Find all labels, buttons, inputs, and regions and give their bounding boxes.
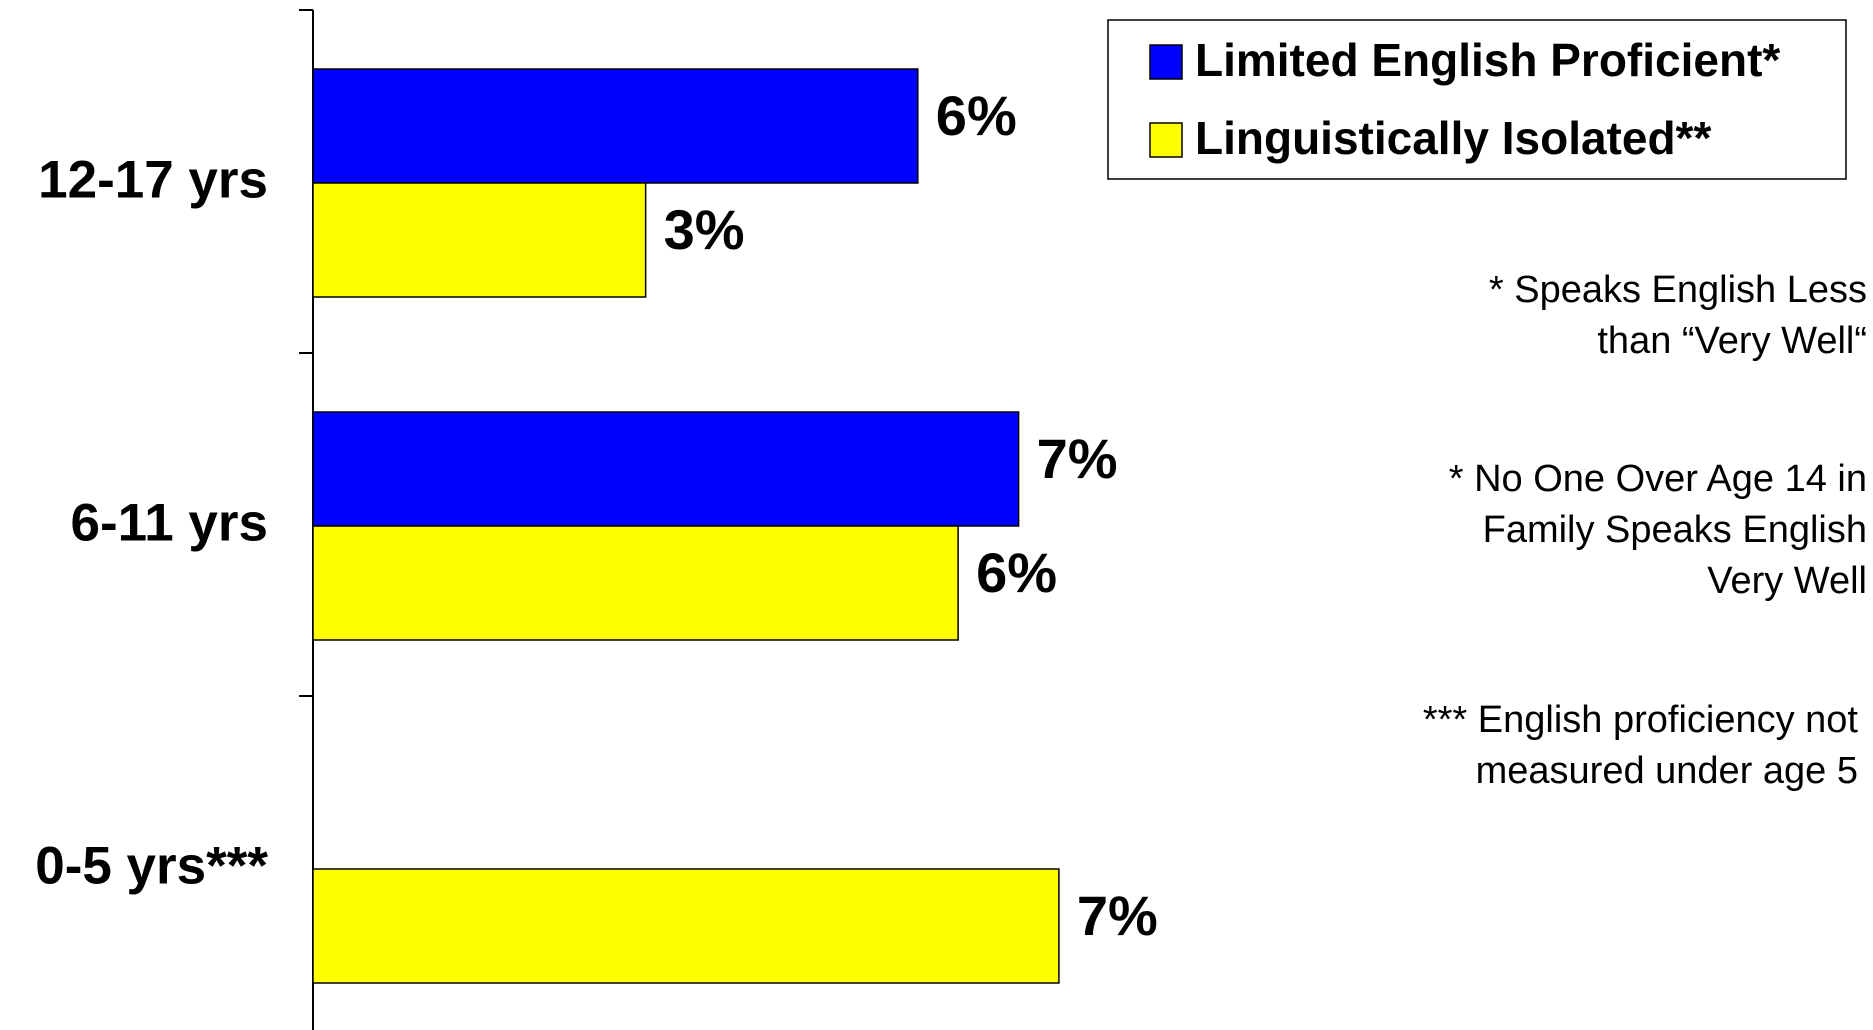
value-label: 7% <box>1037 427 1118 490</box>
footnote: Very Well <box>1707 560 1867 602</box>
footnote: measured under age 5 <box>1476 750 1858 792</box>
bar <box>312 868 1060 984</box>
value-label: 6% <box>936 84 1017 147</box>
bar <box>312 182 647 298</box>
footnote: *** English proficiency not <box>1423 699 1859 741</box>
legend-label: Limited English Proficient* <box>1195 34 1780 86</box>
category-label: 12-17 yrs <box>38 151 268 210</box>
footnote: * No One Over Age 14 in <box>1449 458 1867 500</box>
legend-swatch <box>1149 44 1183 80</box>
value-label: 6% <box>976 541 1057 604</box>
value-label: 3% <box>664 198 745 261</box>
legend-swatch <box>1149 122 1183 158</box>
category-label: 0-5 yrs*** <box>35 837 268 896</box>
category-label: 6-11 yrs <box>71 494 268 553</box>
bar <box>312 68 919 184</box>
footnote: than “Very Well“ <box>1597 320 1867 362</box>
value-label: 7% <box>1077 884 1158 947</box>
bar <box>312 525 959 641</box>
legend-box <box>1107 19 1847 180</box>
legend-label: Linguistically Isolated** <box>1195 112 1711 164</box>
footnote: * Speaks English Less <box>1489 269 1867 311</box>
bar <box>312 411 1020 527</box>
footnote: Family Speaks English <box>1483 509 1867 551</box>
